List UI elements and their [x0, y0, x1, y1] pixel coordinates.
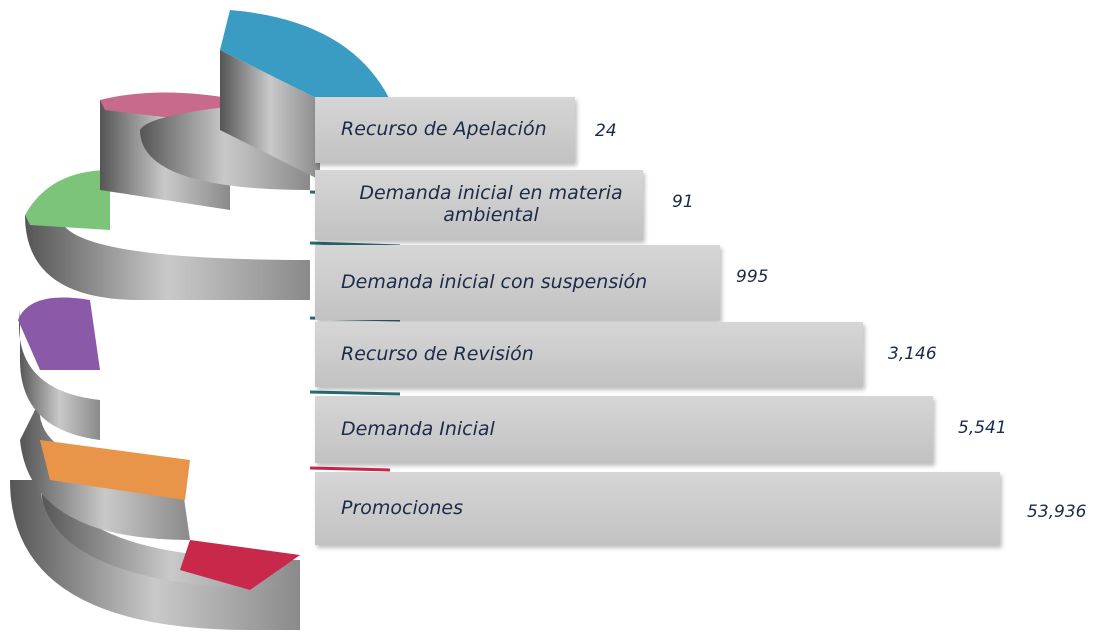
bar: Recurso de Revisión — [315, 322, 863, 387]
item-value: 91 — [672, 192, 694, 212]
item-value: 24 — [595, 121, 617, 141]
bar: Recurso de Apelación — [315, 97, 575, 163]
bar: Demanda Inicial — [315, 396, 933, 463]
item-label: Demanda inicial en materia ambiental — [341, 183, 641, 227]
item-label: Demanda Inicial — [341, 419, 495, 441]
item-value: 3,146 — [888, 344, 937, 364]
item-label: Recurso de Apelación — [341, 119, 547, 141]
item-label: Demanda inicial con suspensión — [341, 272, 647, 294]
item-label: Promociones — [341, 498, 463, 520]
item-value: 5,541 — [958, 418, 1007, 438]
infographic: Recurso de Apelación 24 Demanda inicial en… — [0, 0, 1104, 640]
bar: Promociones — [315, 472, 1000, 545]
bar: Demanda inicial con suspensión — [315, 245, 720, 320]
bar: Demanda inicial en materia ambiental — [315, 170, 643, 240]
item-label: Recurso de Revisión — [341, 344, 534, 366]
item-value: 995 — [736, 267, 768, 287]
item-value: 53,936 — [1027, 502, 1086, 522]
